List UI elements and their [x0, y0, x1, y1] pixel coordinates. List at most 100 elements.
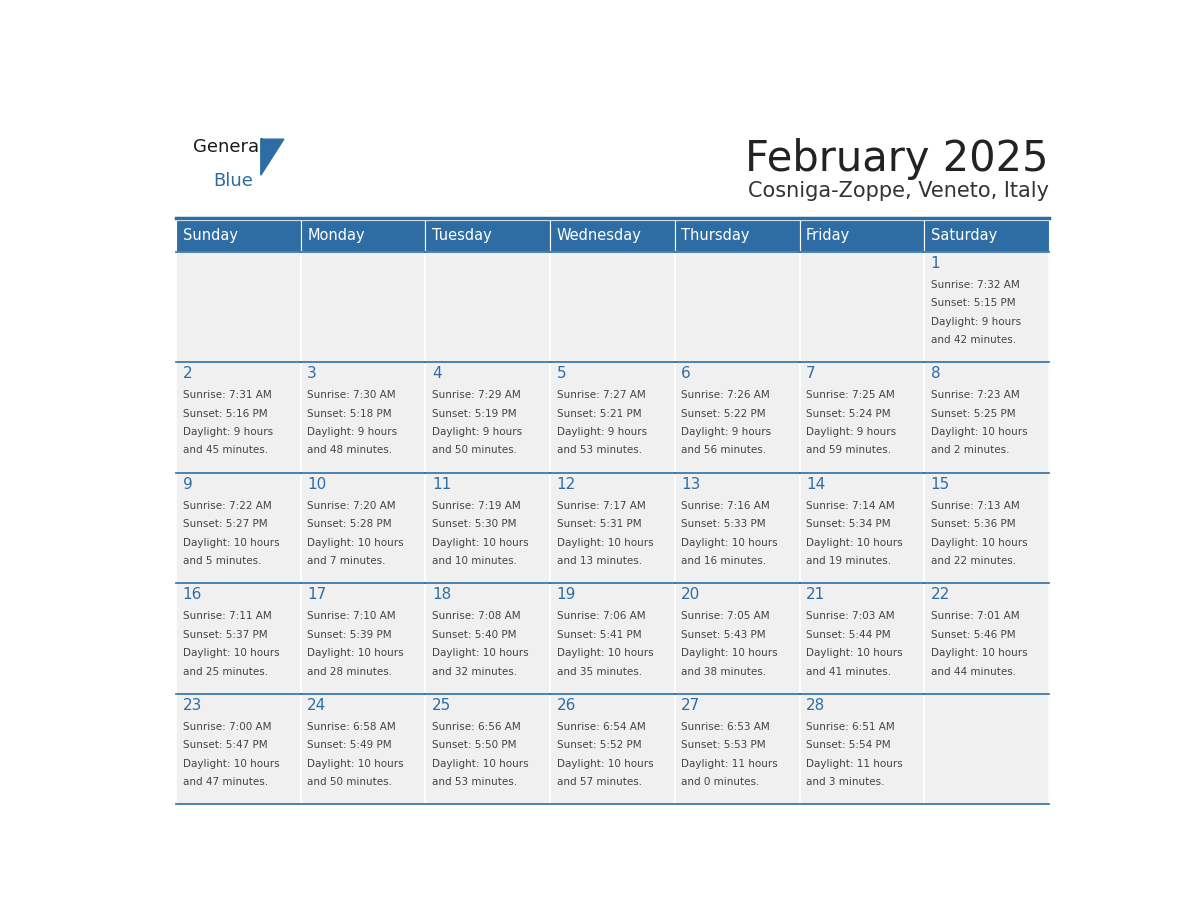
- Bar: [550, 219, 675, 252]
- Bar: [800, 219, 924, 252]
- Text: and 7 minutes.: and 7 minutes.: [308, 556, 386, 566]
- Text: Sunrise: 6:58 AM: Sunrise: 6:58 AM: [308, 722, 396, 732]
- Text: and 57 minutes.: and 57 minutes.: [557, 778, 642, 787]
- Text: Sunrise: 7:29 AM: Sunrise: 7:29 AM: [432, 390, 520, 400]
- Text: 1: 1: [930, 256, 941, 271]
- Text: Daylight: 9 hours: Daylight: 9 hours: [557, 427, 646, 437]
- Text: Thursday: Thursday: [682, 229, 750, 243]
- Text: and 0 minutes.: and 0 minutes.: [682, 778, 759, 787]
- Bar: [425, 583, 550, 694]
- Text: Sunset: 5:22 PM: Sunset: 5:22 PM: [682, 409, 766, 419]
- Bar: [425, 473, 550, 583]
- Text: Sunrise: 7:22 AM: Sunrise: 7:22 AM: [183, 501, 271, 511]
- Text: Sunrise: 7:03 AM: Sunrise: 7:03 AM: [805, 611, 895, 621]
- Text: Sunset: 5:36 PM: Sunset: 5:36 PM: [930, 520, 1016, 530]
- Text: and 3 minutes.: and 3 minutes.: [805, 778, 885, 787]
- Bar: [425, 252, 550, 362]
- Text: Sunset: 5:41 PM: Sunset: 5:41 PM: [557, 630, 642, 640]
- Bar: [800, 252, 924, 362]
- Text: Sunrise: 7:20 AM: Sunrise: 7:20 AM: [308, 501, 396, 511]
- Text: Blue: Blue: [213, 173, 253, 190]
- Text: 2: 2: [183, 366, 192, 381]
- Text: Sunrise: 7:25 AM: Sunrise: 7:25 AM: [805, 390, 895, 400]
- Text: and 22 minutes.: and 22 minutes.: [930, 556, 1016, 566]
- Bar: [675, 583, 800, 694]
- Text: Daylight: 10 hours: Daylight: 10 hours: [682, 538, 778, 548]
- Text: 18: 18: [432, 588, 451, 602]
- Text: and 28 minutes.: and 28 minutes.: [308, 666, 392, 677]
- Text: Sunrise: 7:23 AM: Sunrise: 7:23 AM: [930, 390, 1019, 400]
- Text: and 5 minutes.: and 5 minutes.: [183, 556, 261, 566]
- Text: Daylight: 10 hours: Daylight: 10 hours: [183, 538, 279, 548]
- Text: Saturday: Saturday: [930, 229, 997, 243]
- Text: Sunset: 5:31 PM: Sunset: 5:31 PM: [557, 520, 642, 530]
- Text: 14: 14: [805, 476, 826, 492]
- Text: Sunrise: 7:32 AM: Sunrise: 7:32 AM: [930, 280, 1019, 290]
- Text: 17: 17: [308, 588, 327, 602]
- Text: Sunset: 5:19 PM: Sunset: 5:19 PM: [432, 409, 517, 419]
- Text: Sunset: 5:16 PM: Sunset: 5:16 PM: [183, 409, 267, 419]
- Text: and 41 minutes.: and 41 minutes.: [805, 666, 891, 677]
- Text: 7: 7: [805, 366, 816, 381]
- Bar: [301, 694, 425, 804]
- Text: Tuesday: Tuesday: [432, 229, 492, 243]
- Bar: [550, 694, 675, 804]
- Text: Daylight: 9 hours: Daylight: 9 hours: [183, 427, 273, 437]
- Text: Sunset: 5:34 PM: Sunset: 5:34 PM: [805, 520, 891, 530]
- Text: and 45 minutes.: and 45 minutes.: [183, 445, 267, 455]
- Text: Sunrise: 7:27 AM: Sunrise: 7:27 AM: [557, 390, 645, 400]
- Text: 5: 5: [557, 366, 567, 381]
- Text: and 38 minutes.: and 38 minutes.: [682, 666, 766, 677]
- Bar: [675, 252, 800, 362]
- Bar: [550, 473, 675, 583]
- Text: Sunrise: 7:30 AM: Sunrise: 7:30 AM: [308, 390, 396, 400]
- Text: 24: 24: [308, 698, 327, 713]
- Text: Sunrise: 7:13 AM: Sunrise: 7:13 AM: [930, 501, 1019, 511]
- Bar: [550, 583, 675, 694]
- Text: Daylight: 10 hours: Daylight: 10 hours: [308, 759, 404, 768]
- Text: Sunrise: 7:17 AM: Sunrise: 7:17 AM: [557, 501, 645, 511]
- Text: 20: 20: [682, 588, 701, 602]
- Bar: [301, 583, 425, 694]
- Text: 6: 6: [682, 366, 691, 381]
- Text: 19: 19: [557, 588, 576, 602]
- Bar: [800, 583, 924, 694]
- Text: 27: 27: [682, 698, 701, 713]
- Text: Monday: Monday: [308, 229, 365, 243]
- Text: Sunset: 5:30 PM: Sunset: 5:30 PM: [432, 520, 517, 530]
- Bar: [425, 362, 550, 473]
- Text: Daylight: 9 hours: Daylight: 9 hours: [308, 427, 397, 437]
- Text: Sunrise: 7:14 AM: Sunrise: 7:14 AM: [805, 501, 895, 511]
- Text: and 56 minutes.: and 56 minutes.: [682, 445, 766, 455]
- Text: Sunset: 5:46 PM: Sunset: 5:46 PM: [930, 630, 1016, 640]
- Bar: [176, 583, 301, 694]
- Text: Sunrise: 7:26 AM: Sunrise: 7:26 AM: [682, 390, 770, 400]
- Text: and 47 minutes.: and 47 minutes.: [183, 778, 267, 787]
- Text: Daylight: 9 hours: Daylight: 9 hours: [432, 427, 522, 437]
- Bar: [675, 694, 800, 804]
- Text: and 44 minutes.: and 44 minutes.: [930, 666, 1016, 677]
- Text: Sunrise: 7:08 AM: Sunrise: 7:08 AM: [432, 611, 520, 621]
- Text: Daylight: 10 hours: Daylight: 10 hours: [557, 648, 653, 658]
- Text: 28: 28: [805, 698, 826, 713]
- Text: Sunset: 5:37 PM: Sunset: 5:37 PM: [183, 630, 267, 640]
- Text: Daylight: 11 hours: Daylight: 11 hours: [682, 759, 778, 768]
- Text: 23: 23: [183, 698, 202, 713]
- Bar: [425, 694, 550, 804]
- Bar: [675, 219, 800, 252]
- Bar: [301, 473, 425, 583]
- Text: Sunday: Sunday: [183, 229, 238, 243]
- Bar: [425, 219, 550, 252]
- Text: Daylight: 9 hours: Daylight: 9 hours: [930, 317, 1020, 327]
- Text: Sunset: 5:40 PM: Sunset: 5:40 PM: [432, 630, 517, 640]
- Text: Sunrise: 7:31 AM: Sunrise: 7:31 AM: [183, 390, 271, 400]
- Text: and 53 minutes.: and 53 minutes.: [432, 778, 517, 787]
- Text: and 16 minutes.: and 16 minutes.: [682, 556, 766, 566]
- Text: Daylight: 10 hours: Daylight: 10 hours: [682, 648, 778, 658]
- Text: Sunset: 5:18 PM: Sunset: 5:18 PM: [308, 409, 392, 419]
- Text: Daylight: 10 hours: Daylight: 10 hours: [930, 538, 1028, 548]
- Text: Sunrise: 7:10 AM: Sunrise: 7:10 AM: [308, 611, 396, 621]
- Text: and 35 minutes.: and 35 minutes.: [557, 666, 642, 677]
- Text: Daylight: 10 hours: Daylight: 10 hours: [308, 538, 404, 548]
- Text: and 42 minutes.: and 42 minutes.: [930, 335, 1016, 345]
